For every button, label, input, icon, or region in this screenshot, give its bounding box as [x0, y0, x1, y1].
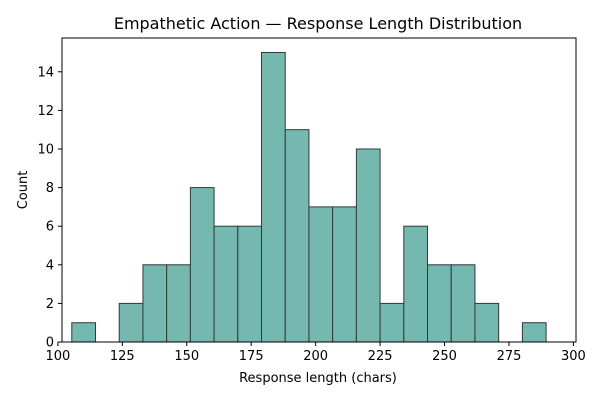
histogram-bar	[379, 302, 405, 343]
histogram-bar	[427, 264, 452, 343]
plot-frame	[61, 37, 577, 343]
x-axis-label: Response length (chars)	[239, 371, 397, 386]
y-tick-label: 8	[46, 181, 54, 196]
y-axis-ticks: 0 2 4 6 8 10 12 14	[37, 65, 62, 351]
histogram-bar	[355, 148, 381, 343]
histogram-bar	[521, 322, 547, 343]
x-tick-label: 225	[368, 349, 393, 364]
x-tick-label: 175	[239, 349, 264, 364]
y-tick-label: 10	[37, 142, 54, 157]
x-tick-label: 300	[561, 349, 586, 364]
x-tick-label: 250	[432, 349, 457, 364]
x-tick-label: 200	[303, 349, 328, 364]
chart-title: Empathetic Action — Response Length Dist…	[114, 14, 522, 33]
histogram-bar	[142, 264, 168, 343]
x-axis-ticks: 100 125 150 175 200 225 250 275 300	[45, 342, 586, 364]
y-tick-label: 0	[46, 336, 54, 351]
histogram-bar	[474, 302, 500, 343]
x-tick-label: 100	[45, 349, 70, 364]
y-tick-label: 12	[37, 104, 54, 119]
histogram-bar	[450, 264, 476, 343]
histogram-bar	[118, 302, 144, 343]
histogram-bar	[166, 264, 191, 343]
histogram-bar	[284, 129, 310, 343]
x-tick-label: 150	[174, 349, 199, 364]
histogram-bar	[332, 206, 357, 343]
y-axis-label: Count	[16, 171, 31, 210]
histogram-bar	[261, 51, 286, 343]
histogram-bar	[213, 225, 239, 343]
histogram-bar	[71, 322, 97, 343]
y-tick-label: 2	[46, 297, 54, 312]
bars-group	[71, 51, 547, 343]
x-tick-label: 125	[110, 349, 135, 364]
y-tick-label: 14	[37, 65, 54, 80]
histogram-bar	[308, 206, 334, 343]
histogram-bar	[237, 225, 263, 343]
y-tick-label: 6	[46, 220, 54, 235]
x-tick-label: 275	[497, 349, 522, 364]
histogram-bar	[403, 225, 429, 343]
histogram-bar	[189, 187, 215, 343]
y-tick-label: 4	[46, 258, 54, 273]
